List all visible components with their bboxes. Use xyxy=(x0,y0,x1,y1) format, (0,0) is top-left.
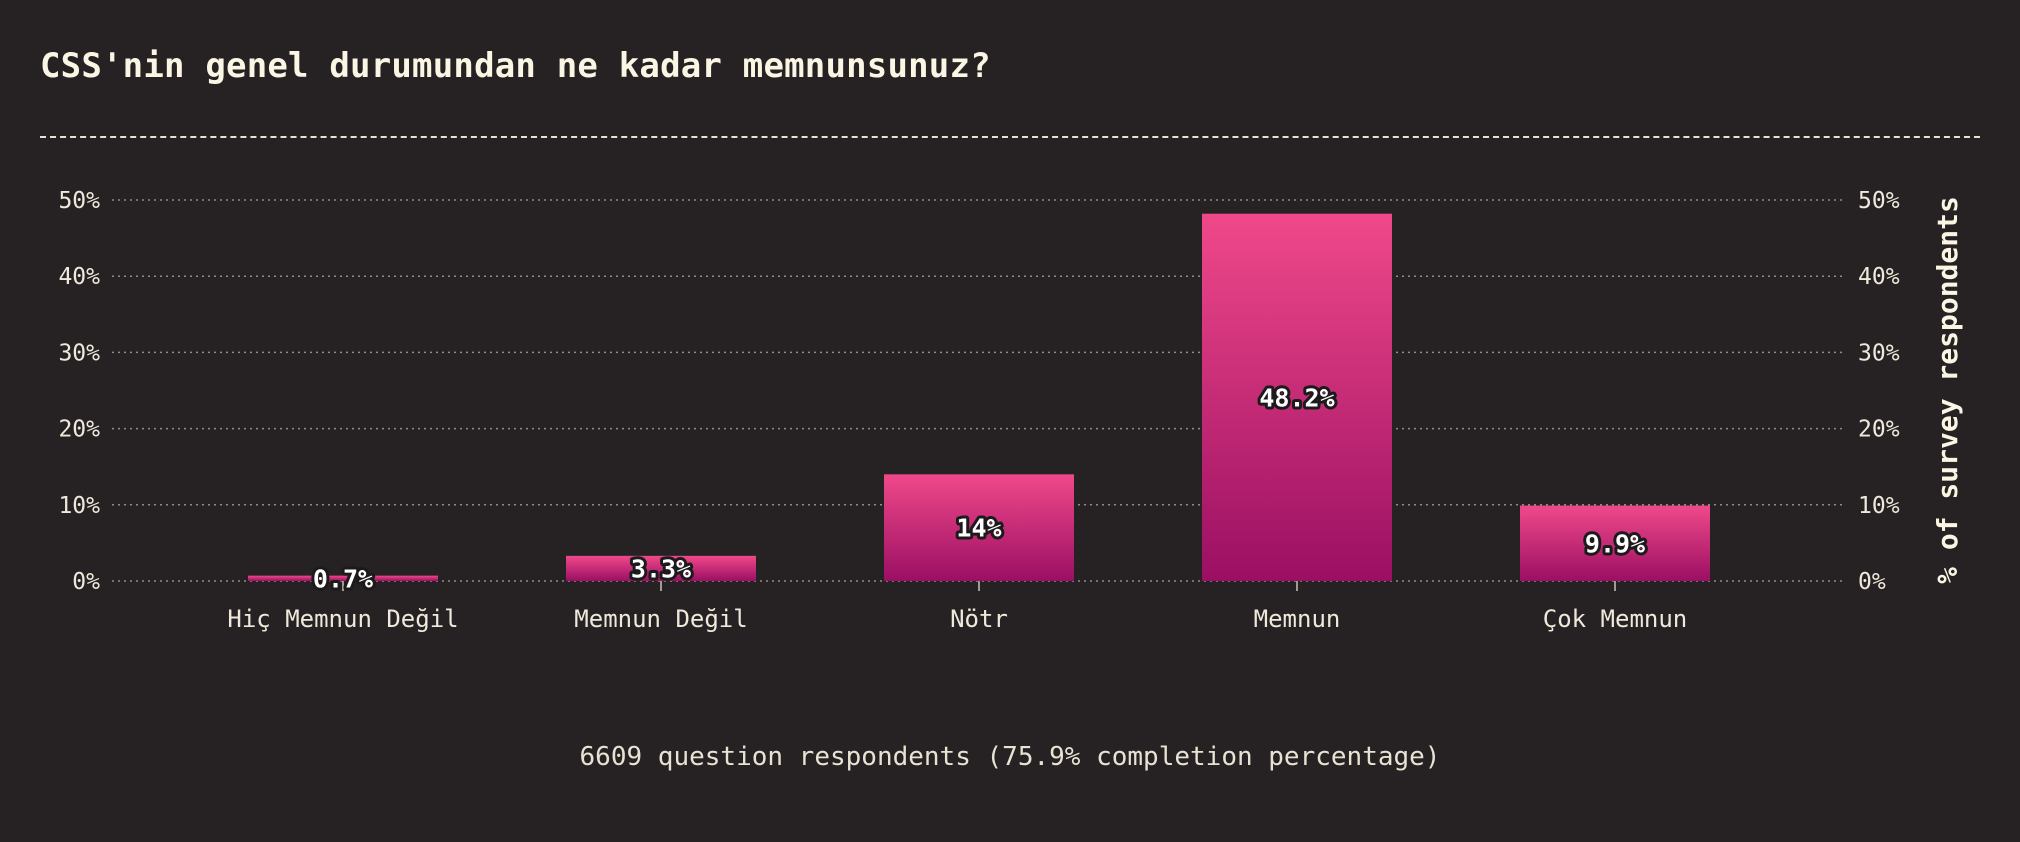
category-label: Memnun Değil xyxy=(574,605,747,633)
y-tick-label-right: 50% xyxy=(1858,188,1900,214)
y-tick-label-left: 30% xyxy=(58,340,100,366)
bar xyxy=(884,474,1074,581)
y-tick-label-left: 40% xyxy=(58,264,100,290)
data-label: 0.7% xyxy=(313,564,373,593)
y-axis-left: 0% 10% 20% 30% 40% 50% xyxy=(58,188,100,595)
category-label: Hiç Memnun Değil xyxy=(227,605,458,633)
category-label: Memnun xyxy=(1254,605,1341,633)
data-label: 9.9% xyxy=(1585,529,1645,558)
bar xyxy=(1520,505,1710,581)
y-tick-label-right: 30% xyxy=(1858,340,1900,366)
data-label: 14% xyxy=(956,514,1001,543)
x-axis: Hiç Memnun Değil Memnun Değil Nötr Memnun Ço… xyxy=(227,581,1687,633)
y-tick-label-left: 10% xyxy=(58,493,100,519)
y-tick-label-right: 0% xyxy=(1858,569,1886,595)
title-divider xyxy=(40,136,1980,138)
data-label: 48.2% xyxy=(1259,383,1334,412)
category-label: Çok Memnun xyxy=(1543,605,1688,633)
bar xyxy=(566,555,756,581)
y-tick-label-right: 40% xyxy=(1858,264,1900,290)
chart-title: CSS'nin genel durumundan ne kadar memnun… xyxy=(40,46,991,86)
y-axis-title: % of survey respondents xyxy=(1931,196,1964,584)
y-tick-label-left: 20% xyxy=(58,417,100,443)
y-tick-label-right: 20% xyxy=(1858,417,1900,443)
bar xyxy=(248,575,438,581)
data-label: 3.3% xyxy=(631,554,691,583)
category-label: Nötr xyxy=(950,605,1008,633)
y-tick-label-left: 50% xyxy=(58,188,100,214)
bar xyxy=(1202,213,1392,581)
y-tick-label-left: 0% xyxy=(72,569,100,595)
bars xyxy=(248,213,1710,581)
y-tick-label-right: 10% xyxy=(1858,493,1900,519)
data-labels: 0.7% 3.3% 14% 48.2% 9.9% xyxy=(310,380,1648,596)
respondents-footer: 6609 question respondents (75.9% complet… xyxy=(579,742,1441,772)
y-axis-right: 0% 10% 20% 30% 40% 50% xyxy=(1858,188,1900,595)
